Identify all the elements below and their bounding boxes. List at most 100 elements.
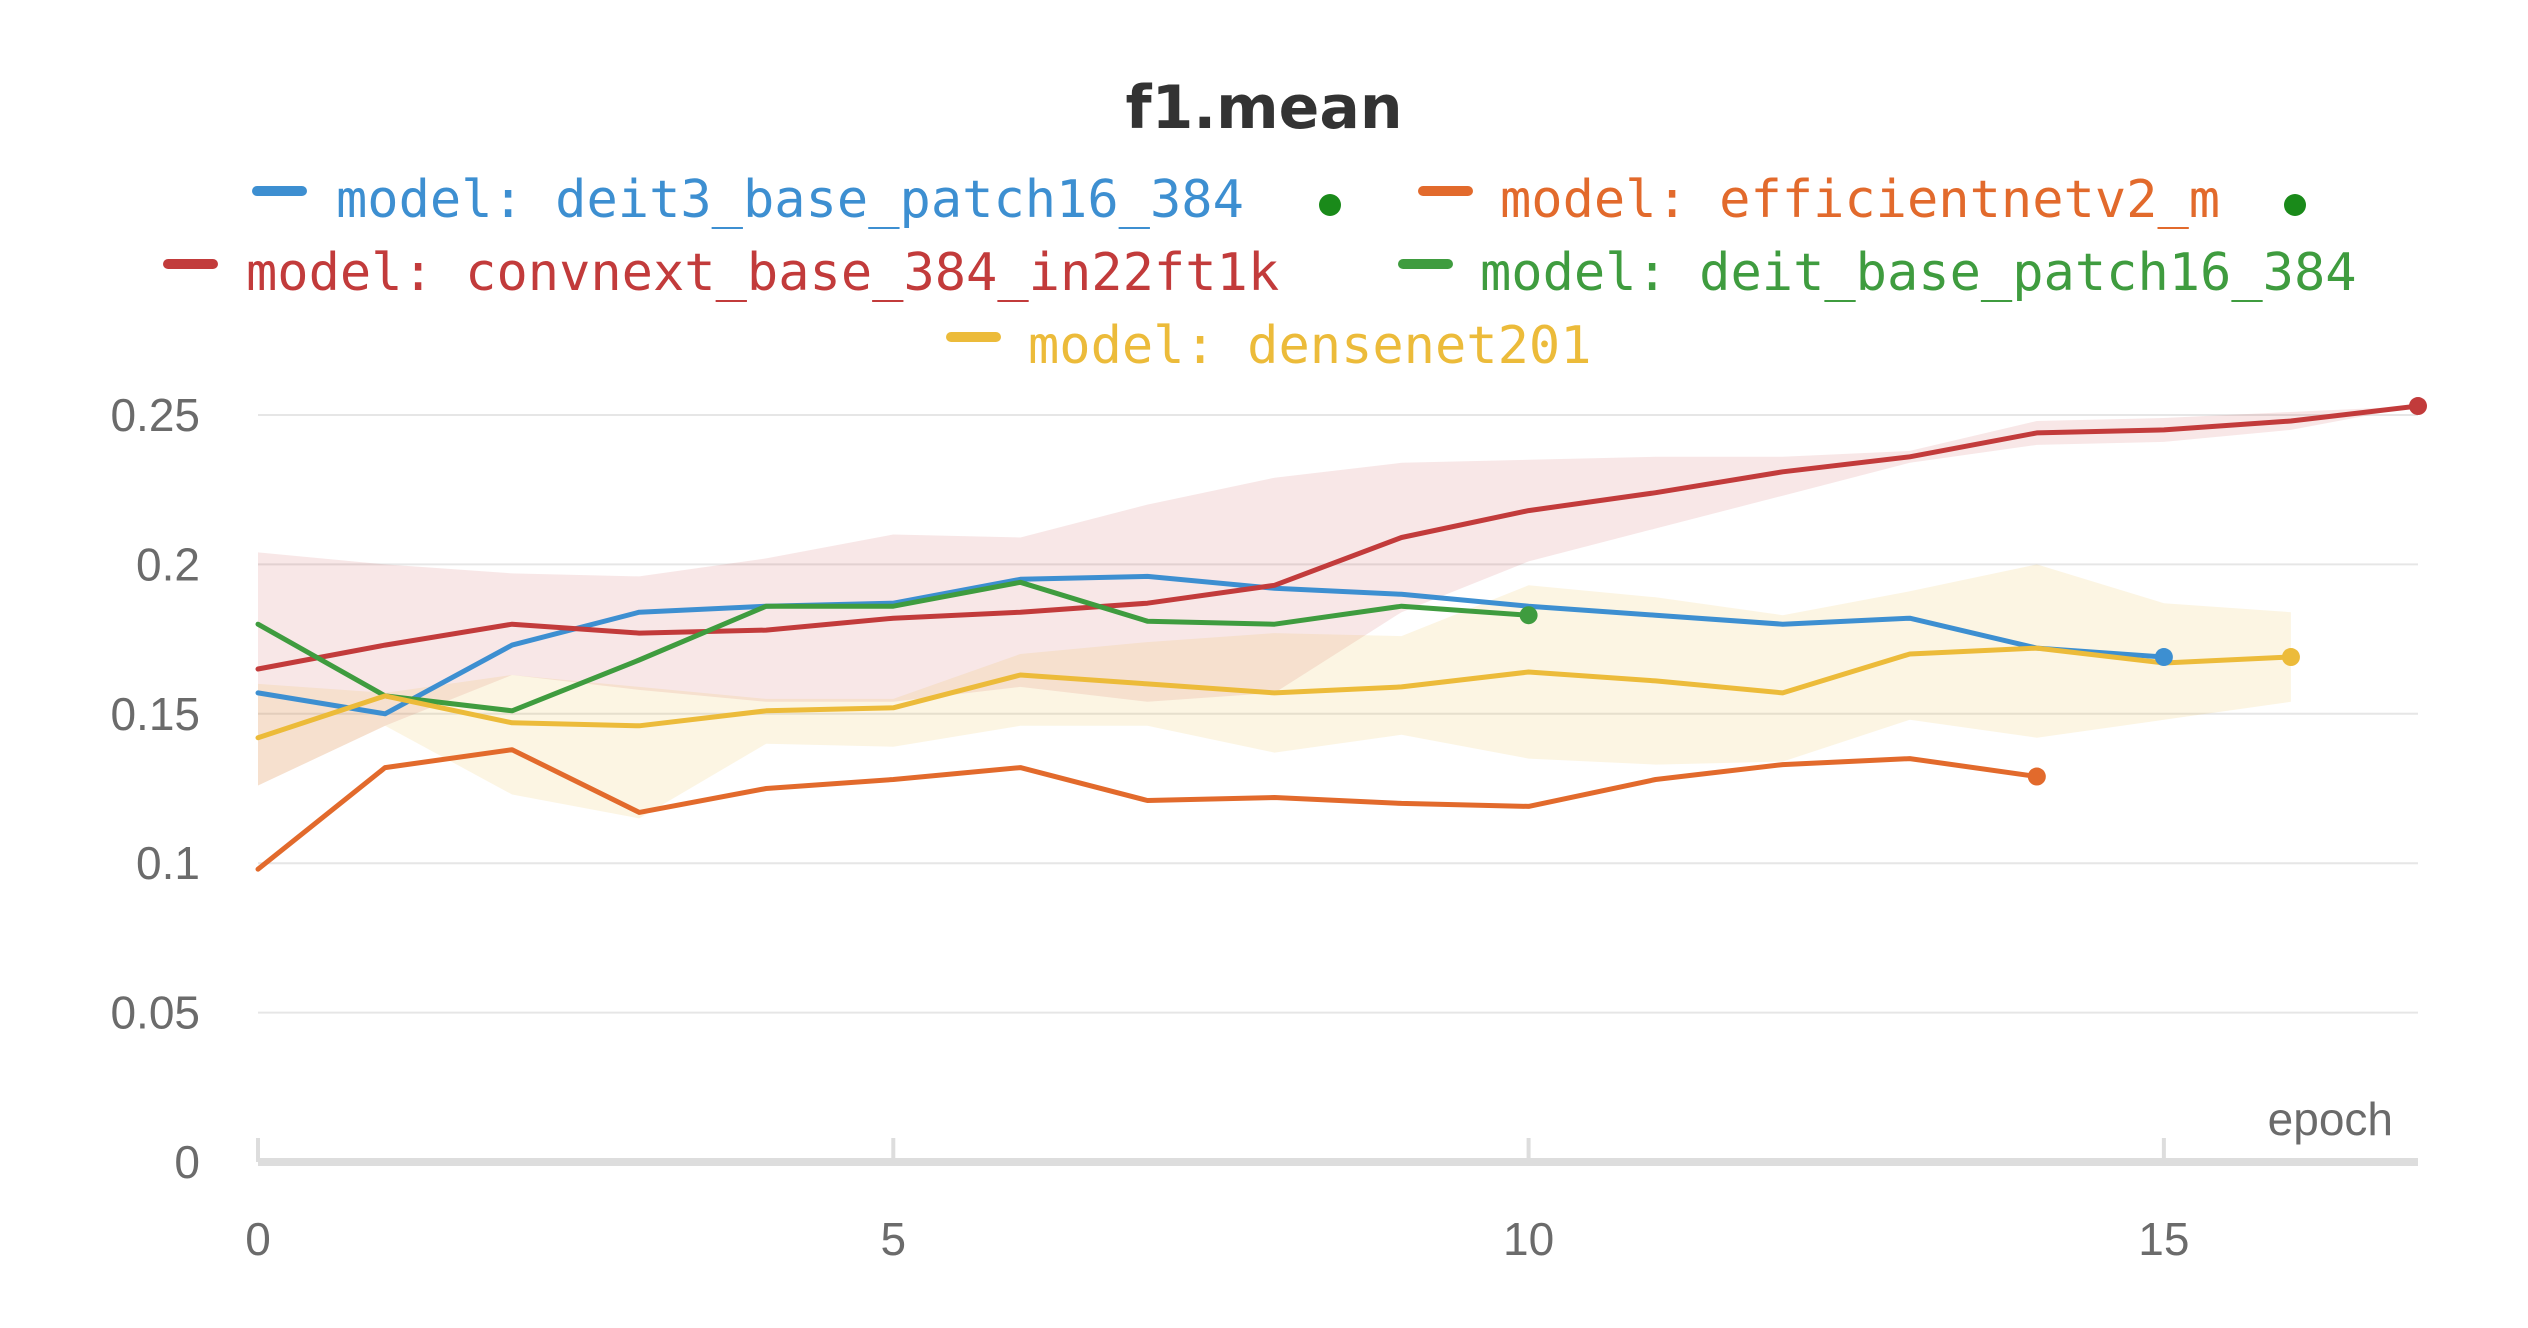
confidence-band-2 — [258, 406, 2418, 786]
chart-title: f1.mean — [1125, 73, 1402, 143]
series-endpoint-2 — [2409, 397, 2427, 416]
y-tick-label: 0.05 — [110, 987, 200, 1039]
data-point — [1781, 622, 1785, 626]
data-point — [510, 709, 514, 713]
data-point — [1654, 613, 1658, 617]
data-point — [1781, 470, 1785, 474]
data-point — [891, 706, 895, 710]
legend-item-deit3[interactable]: model: deit3_base_patch16_384 — [252, 170, 1341, 230]
series-endpoint-1 — [2027, 767, 2046, 786]
legend-swatch-deit3 — [252, 186, 307, 196]
data-point — [1018, 580, 1022, 584]
data-point — [1272, 622, 1276, 626]
data-point — [256, 667, 260, 671]
y-tick-label: 0 — [174, 1136, 200, 1188]
data-point — [891, 616, 895, 620]
series-endpoint-0 — [2154, 648, 2173, 667]
legend-status-dot-efficientnetv2 — [2284, 194, 2306, 216]
data-point — [1400, 536, 1404, 540]
legend-label-densenet: model: densenet201 — [1028, 316, 1592, 376]
y-axis: 0 0.05 0.1 0.15 0.2 0.25 — [110, 389, 200, 1188]
series-endpoint-4 — [2281, 648, 2300, 667]
legend-swatch-deit — [1398, 259, 1453, 269]
data-point — [1654, 778, 1658, 782]
y-tick-label: 0.25 — [110, 389, 200, 441]
legend[interactable]: model: deit3_base_patch16_384 model: eff… — [163, 170, 2357, 376]
x-tick-label: 5 — [880, 1213, 906, 1265]
x-tick-label: 15 — [2138, 1213, 2189, 1265]
data-point — [510, 748, 514, 752]
legend-label-deit: model: deit_base_patch16_384 — [1480, 243, 2357, 303]
data-point — [764, 709, 768, 713]
x-tick-label: 10 — [1503, 1213, 1554, 1265]
data-point — [383, 643, 387, 647]
series-endpoint-3 — [1519, 606, 1538, 625]
data-point — [764, 628, 768, 632]
data-point — [256, 691, 260, 695]
data-point — [1145, 798, 1149, 802]
data-point — [2162, 428, 2166, 432]
data-point — [510, 721, 514, 725]
legend-item-convnext[interactable]: model: convnext_base_384_in22ft1k — [163, 243, 1279, 303]
legend-label-convnext: model: convnext_base_384_in22ft1k — [246, 243, 1279, 303]
data-point — [1145, 619, 1149, 623]
data-point — [256, 622, 260, 626]
data-point — [1781, 691, 1785, 695]
data-point — [1527, 509, 1531, 513]
data-point — [1145, 574, 1149, 578]
x-axis-title: epoch — [2268, 1093, 2393, 1145]
data-point — [1908, 757, 1912, 761]
data-point — [764, 787, 768, 791]
series-line-2[interactable] — [255, 403, 2421, 672]
data-point — [1272, 583, 1276, 587]
data-point — [1145, 601, 1149, 605]
data-point — [891, 604, 895, 608]
data-point — [2035, 431, 2039, 435]
legend-item-densenet[interactable]: model: densenet201 — [946, 316, 1592, 376]
data-point — [1018, 610, 1022, 614]
data-point — [1272, 691, 1276, 695]
legend-status-dot-deit3 — [1319, 194, 1341, 216]
x-axis: 0 5 10 15 epoch — [245, 1093, 2418, 1265]
confidence-bands — [258, 406, 2418, 819]
data-point — [1400, 685, 1404, 689]
series-line-3[interactable] — [255, 579, 1532, 714]
data-point — [1654, 491, 1658, 495]
legend-swatch-efficientnetv2 — [1418, 186, 1473, 196]
data-point — [2289, 419, 2293, 423]
data-point — [764, 604, 768, 608]
legend-item-efficientnetv2[interactable]: model: efficientnetv2_m — [1418, 170, 2306, 230]
data-point — [1145, 682, 1149, 686]
data-point — [637, 610, 641, 614]
data-point — [2035, 646, 2039, 650]
data-point — [510, 643, 514, 647]
data-point — [383, 766, 387, 770]
data-point — [637, 724, 641, 728]
data-point — [637, 631, 641, 635]
legend-swatch-convnext — [163, 259, 218, 269]
y-tick-label: 0.2 — [136, 538, 200, 590]
legend-label-efficientnetv2: model: efficientnetv2_m — [1500, 170, 2220, 230]
data-point — [1018, 673, 1022, 677]
legend-item-deit[interactable]: model: deit_base_patch16_384 — [1398, 243, 2357, 303]
series-line-4[interactable] — [255, 645, 2294, 741]
data-point — [383, 712, 387, 716]
y-tick-label: 0.15 — [110, 688, 200, 740]
data-point — [1781, 763, 1785, 767]
data-point — [1272, 795, 1276, 799]
legend-label-deit3: model: deit3_base_patch16_384 — [336, 170, 1244, 230]
data-point — [1400, 592, 1404, 596]
data-point — [1400, 604, 1404, 608]
data-point — [1400, 801, 1404, 805]
data-point — [1908, 652, 1912, 656]
data-point — [1908, 616, 1912, 620]
series-line-1[interactable] — [255, 747, 2040, 872]
series-endpoints — [1519, 397, 2427, 786]
legend-swatch-densenet — [946, 332, 1001, 342]
x-tick-label: 0 — [245, 1213, 271, 1265]
data-point — [891, 778, 895, 782]
data-point — [383, 694, 387, 698]
data-point — [637, 658, 641, 662]
data-point — [1018, 766, 1022, 770]
